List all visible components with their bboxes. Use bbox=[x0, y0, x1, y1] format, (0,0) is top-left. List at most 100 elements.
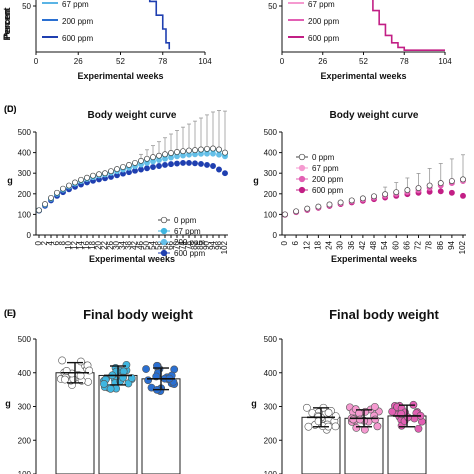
y-tick-label: 200 bbox=[264, 436, 278, 445]
bar bbox=[55, 372, 95, 474]
legend-marker bbox=[298, 164, 306, 172]
x-tick-label: 14 bbox=[76, 240, 85, 249]
x-tick-label: 26 bbox=[106, 240, 115, 249]
data-point bbox=[144, 376, 153, 385]
data-point bbox=[315, 203, 322, 210]
data-point bbox=[142, 365, 150, 373]
data-point bbox=[437, 188, 444, 195]
data-point bbox=[156, 152, 162, 159]
x-tick-label: 30 bbox=[112, 240, 121, 249]
x-tick-label: 0 bbox=[280, 57, 285, 66]
x-tick-label: 22 bbox=[100, 240, 109, 249]
data-point bbox=[150, 154, 156, 161]
x-tick-label: 66 bbox=[166, 240, 175, 249]
data-point bbox=[180, 159, 186, 166]
x-tick-label: 38 bbox=[124, 240, 133, 249]
x-tick-label: 30 bbox=[336, 240, 345, 249]
x-tick-label: 62 bbox=[160, 240, 169, 249]
y-tick-label: 300 bbox=[264, 169, 278, 178]
chart-title: Final body weight bbox=[83, 307, 193, 322]
x-tick-label: 102 bbox=[458, 240, 467, 254]
y-tick-label: 200 bbox=[18, 190, 32, 199]
x-tick-label: 6 bbox=[52, 240, 61, 245]
data-point bbox=[370, 402, 379, 411]
data-point bbox=[58, 356, 67, 365]
x-tick-label: 70 bbox=[172, 240, 181, 249]
y-tick-label: 100 bbox=[18, 470, 32, 474]
y-axis-label: Percent bbox=[2, 7, 12, 40]
legend-marker bbox=[298, 153, 306, 161]
chart-title: Body weight curve bbox=[330, 110, 419, 121]
data-point bbox=[108, 168, 114, 175]
legend-label: 67 ppm bbox=[308, 0, 335, 9]
data-point bbox=[437, 180, 444, 187]
y-tick-label: 200 bbox=[18, 436, 32, 445]
x-tick-label: 12 bbox=[302, 240, 311, 249]
legend-label: 600 ppm bbox=[62, 34, 93, 43]
x-tick-label: 50 bbox=[142, 240, 151, 249]
y-tick-label: 400 bbox=[18, 369, 32, 378]
legend-label: 200 ppm bbox=[308, 17, 339, 26]
legend-label: 600 ppm bbox=[308, 34, 339, 43]
y-tick-label: 0 bbox=[27, 231, 32, 240]
data-point bbox=[348, 197, 355, 204]
x-tick-label: 104 bbox=[198, 57, 212, 66]
x-tick-label: 46 bbox=[136, 240, 145, 249]
data-point bbox=[36, 207, 42, 214]
data-point bbox=[388, 407, 397, 416]
data-point bbox=[138, 166, 144, 173]
data-point bbox=[48, 194, 54, 201]
x-tick-label: 24 bbox=[325, 240, 334, 249]
data-point bbox=[138, 157, 144, 164]
data-point bbox=[192, 147, 198, 154]
data-point bbox=[282, 211, 288, 218]
data-point bbox=[54, 189, 60, 196]
x-tick-label: 42 bbox=[130, 240, 139, 249]
x-tick-label: 18 bbox=[313, 240, 322, 249]
x-tick-label: 8 bbox=[58, 240, 67, 245]
legend-label: 67 ppm bbox=[174, 227, 201, 236]
x-axis-label: Experimental weeks bbox=[320, 71, 406, 81]
y-axis-label: g bbox=[7, 176, 13, 186]
data-point bbox=[393, 189, 400, 196]
panel-label: (E) bbox=[4, 308, 16, 318]
x-tick-label: 72 bbox=[414, 240, 423, 249]
x-tick-label: 34 bbox=[118, 240, 127, 249]
legend-label: 67 ppm bbox=[312, 164, 339, 173]
x-tick-label: 0 bbox=[34, 57, 39, 66]
data-point bbox=[326, 201, 333, 208]
y-tick-label: 300 bbox=[264, 403, 278, 412]
y-tick-label: 400 bbox=[264, 149, 278, 158]
data-point bbox=[404, 187, 411, 194]
x-tick-label: 82 bbox=[190, 240, 199, 249]
data-point bbox=[198, 146, 204, 153]
x-tick-label: 102 bbox=[220, 240, 229, 254]
y-tick-label: 500 bbox=[264, 335, 278, 344]
data-point bbox=[122, 360, 131, 369]
data-point bbox=[324, 408, 333, 417]
y-tick-label: 0 bbox=[273, 231, 278, 240]
data-point bbox=[84, 377, 92, 386]
data-point bbox=[102, 170, 108, 177]
x-tick-label: 90 bbox=[202, 240, 211, 249]
data-point bbox=[304, 205, 311, 212]
data-point bbox=[352, 423, 361, 432]
x-tick-label: 98 bbox=[214, 240, 223, 249]
legend-label: 0 ppm bbox=[174, 216, 197, 225]
data-point bbox=[448, 189, 455, 196]
x-tick-label: 26 bbox=[318, 57, 327, 66]
x-tick-label: 78 bbox=[184, 240, 193, 249]
data-point bbox=[448, 178, 455, 184]
data-point bbox=[359, 195, 366, 202]
x-tick-label: 104 bbox=[438, 57, 452, 66]
data-point bbox=[198, 160, 204, 167]
data-point bbox=[331, 422, 340, 431]
data-point bbox=[356, 415, 364, 424]
x-tick-label: 16 bbox=[82, 240, 91, 249]
legend-marker bbox=[160, 216, 168, 224]
data-point bbox=[426, 182, 433, 189]
x-tick-label: 20 bbox=[94, 240, 103, 249]
data-point bbox=[78, 176, 84, 183]
data-point bbox=[216, 146, 222, 153]
data-point bbox=[186, 159, 192, 166]
